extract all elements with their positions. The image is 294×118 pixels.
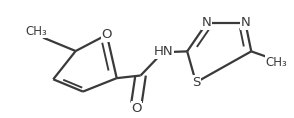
Text: O: O (101, 28, 112, 41)
Text: CH₃: CH₃ (25, 25, 47, 38)
Text: N: N (240, 17, 250, 30)
Text: HN: HN (154, 45, 174, 58)
Text: CH₃: CH₃ (266, 56, 288, 69)
Text: O: O (131, 102, 142, 115)
Text: N: N (202, 17, 212, 30)
Text: S: S (192, 76, 200, 89)
